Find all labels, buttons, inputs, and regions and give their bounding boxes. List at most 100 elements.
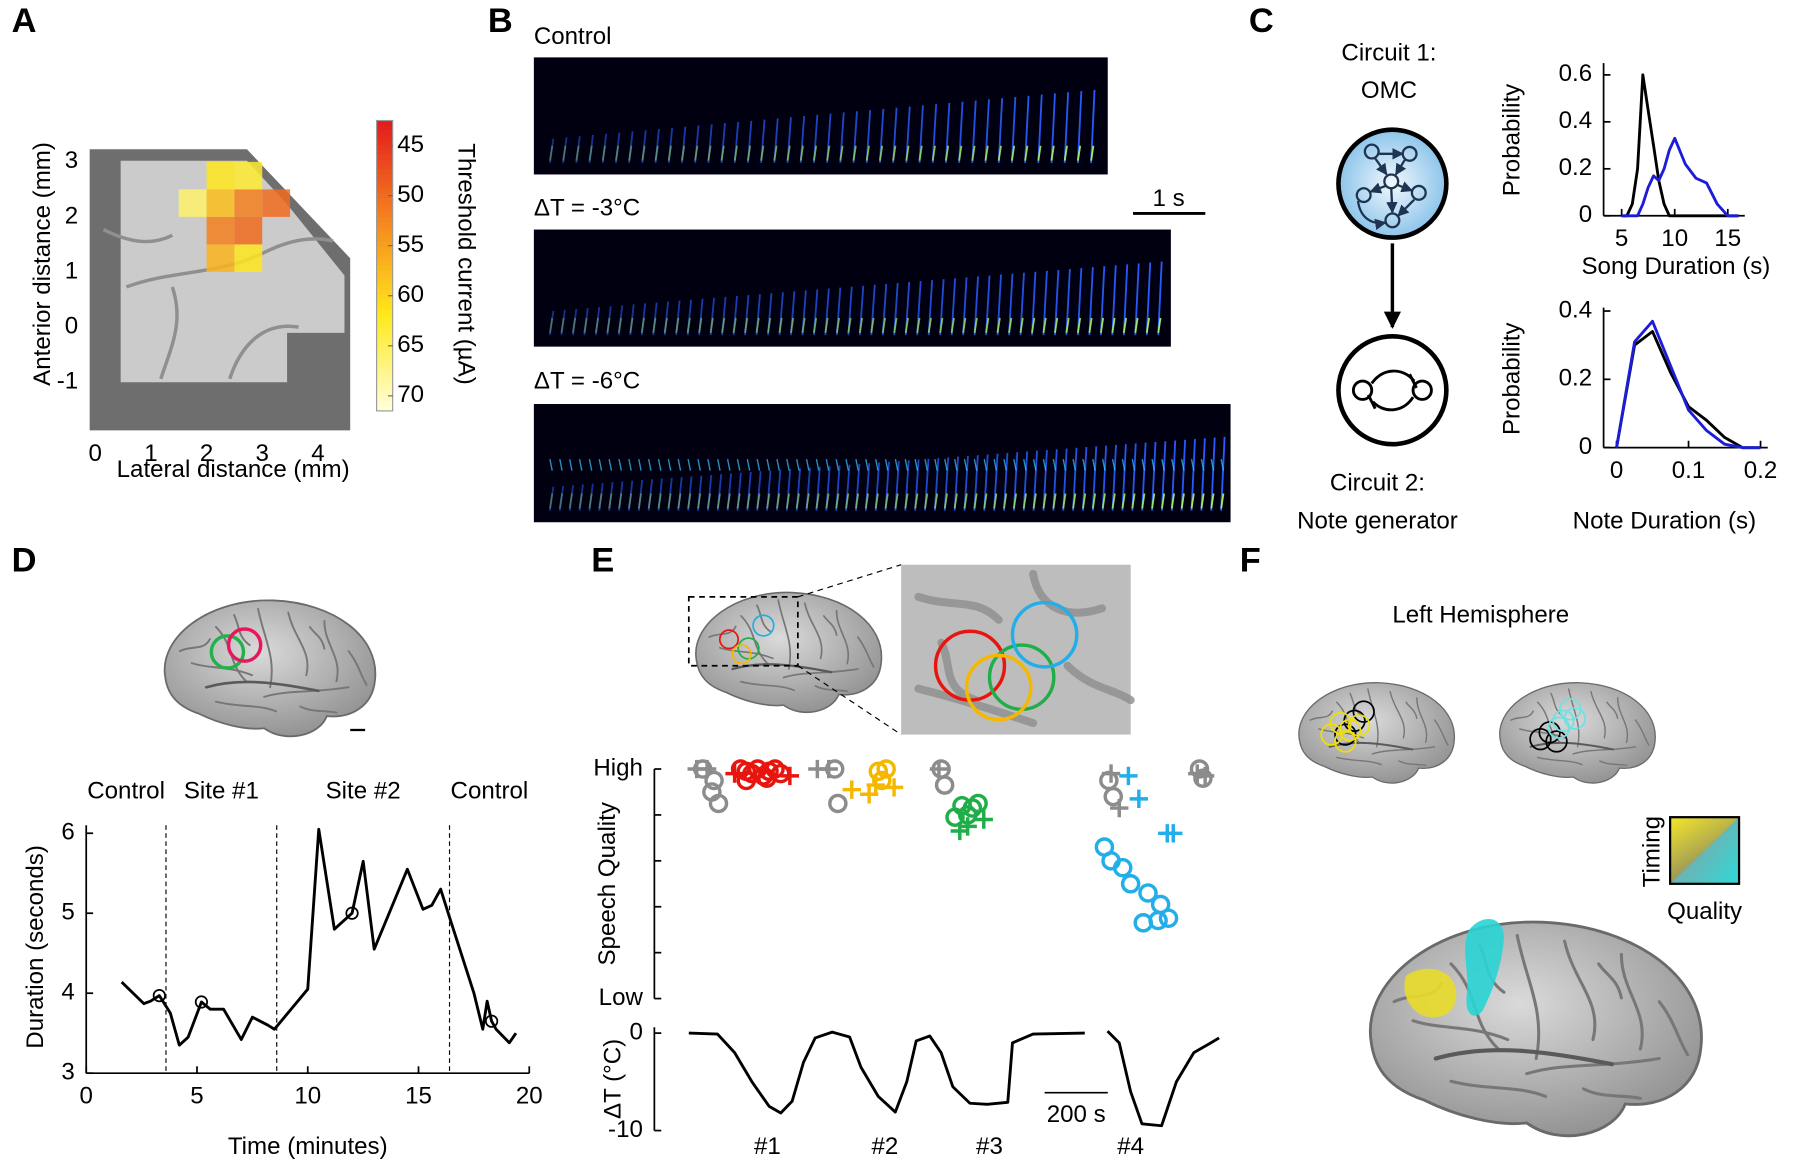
- spectrogram-note: [746, 458, 751, 471]
- spectrogram-note: [726, 473, 732, 511]
- point: [876, 759, 896, 779]
- spectrogram-note: [1037, 145, 1042, 161]
- spectrogram-note: [953, 458, 958, 471]
- line: [1621, 136, 1739, 218]
- spectrogram-note: [575, 136, 581, 164]
- spectrogram-note: [815, 458, 820, 471]
- marker: [485, 1014, 499, 1028]
- spectrogram-note: [1170, 493, 1175, 509]
- legend-label: Timing: [1638, 816, 1665, 887]
- x-tick-label: 2: [200, 440, 213, 467]
- colorbar-segment: [376, 125, 393, 131]
- point: [958, 817, 977, 836]
- diagram-title: Left Hemisphere: [1392, 602, 1569, 629]
- spectrogram-note: [1141, 458, 1146, 471]
- spectrogram-note: [583, 307, 589, 336]
- spectrogram-note: [993, 458, 998, 471]
- point: [1119, 766, 1138, 786]
- spectrogram-note: [608, 493, 613, 509]
- spectrogram-note: [1102, 458, 1106, 471]
- spectrogram-note: [588, 145, 593, 161]
- colorbar-segment: [376, 343, 393, 349]
- spectrogram-note: [864, 493, 869, 509]
- spectrogram-note: [1122, 317, 1128, 333]
- spectrogram-note: [958, 145, 963, 161]
- spectrogram-note: [835, 458, 840, 471]
- spectrogram-note: [963, 493, 968, 509]
- spectrogram-note: [559, 458, 563, 471]
- spectrogram-note: [963, 458, 968, 471]
- spectrogram-note: [904, 317, 909, 333]
- spectrogram-note: [697, 493, 702, 509]
- y-tick-label: 3: [61, 1059, 74, 1086]
- point: [842, 780, 861, 799]
- spectrogram-note: [733, 145, 738, 161]
- section-label: Control: [451, 777, 529, 804]
- colorbar-tick-label: 65: [397, 331, 424, 358]
- colorbar-segment: [376, 289, 393, 296]
- spectrogram-note: [549, 145, 554, 161]
- spectrogram-note: [549, 310, 555, 336]
- spectrogram-note: [657, 478, 663, 511]
- point: [828, 793, 848, 814]
- spectrogram-note: [790, 317, 795, 333]
- spectrogram-note: [1052, 493, 1057, 509]
- spectrogram-note: [918, 145, 923, 161]
- spectrogram-note: [1200, 458, 1205, 471]
- spectrogram-note: [732, 317, 737, 333]
- colorbar-segment: [376, 328, 393, 335]
- spectrogram-note: [628, 131, 634, 164]
- spectrogram-note: [746, 493, 751, 509]
- spectrogram-note: [628, 458, 632, 471]
- y-tick-label: 0: [1579, 433, 1592, 460]
- spectrogram-note: [686, 317, 691, 333]
- panel-letter: A: [12, 2, 37, 40]
- colorbar-frame: [376, 119, 394, 412]
- spectrogram-note: [594, 307, 601, 336]
- spectrogram-note: [914, 493, 919, 509]
- point: [1138, 883, 1158, 903]
- point: [1195, 766, 1215, 786]
- panel-letter: C: [1249, 2, 1274, 40]
- spectrogram-note: [588, 483, 594, 511]
- spectrogram-note: [904, 458, 909, 471]
- point: [945, 807, 965, 827]
- colorbar-segment: [376, 396, 393, 402]
- spectrogram-note: [709, 297, 715, 336]
- colorbar-segment: [376, 406, 393, 412]
- colorbar-segment: [376, 285, 393, 291]
- spectrogram-note: [879, 145, 884, 161]
- spectrogram-note: [824, 317, 829, 333]
- spectrogram-note: [1090, 89, 1096, 164]
- scale-bar-label: 1 s: [1153, 185, 1185, 212]
- x-tick-label: 0.2: [1744, 457, 1777, 484]
- spectrogram-note: [924, 493, 929, 509]
- spectrogram-note: [629, 304, 635, 336]
- spectrogram-note: [549, 493, 554, 509]
- spectrogram-note: [744, 294, 750, 336]
- colorbar-segment: [376, 188, 393, 194]
- spectrogram-note: [677, 458, 682, 471]
- point: [884, 778, 904, 797]
- colorbar-segment: [376, 367, 393, 373]
- spectrogram-note: [1200, 493, 1205, 509]
- point: [866, 775, 885, 795]
- colorbar-segment: [376, 381, 393, 388]
- spectrogram-note: [927, 317, 932, 333]
- spectrogram-note: [799, 145, 804, 161]
- spectrogram-note: [973, 458, 978, 471]
- spectrogram-note: [1072, 458, 1077, 471]
- spectrogram-note: [628, 145, 633, 161]
- spectrogram-note: [1031, 317, 1036, 333]
- spectrogram-note: [1111, 493, 1116, 509]
- spectrogram-note: [858, 317, 864, 333]
- spectrogram-note: [1032, 458, 1037, 471]
- colorbar-segment: [376, 193, 393, 199]
- colorbar-segment: [376, 236, 393, 243]
- spectrogram-note: [1161, 493, 1166, 509]
- colorbar-segment: [376, 323, 393, 330]
- spectrogram-note: [870, 317, 875, 333]
- spectrogram-note: [884, 458, 889, 471]
- circuit-diagram: [1336, 127, 1449, 447]
